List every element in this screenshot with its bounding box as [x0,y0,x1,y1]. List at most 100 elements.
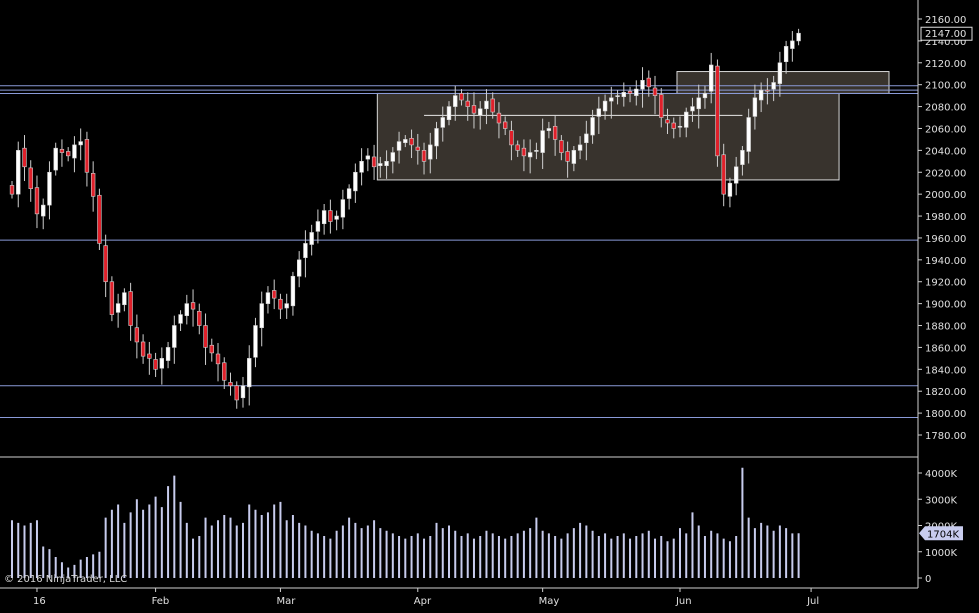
candle-body-up [178,314,183,324]
candle-body-up [534,150,539,152]
candle [733,156,739,196]
candle-body-down [490,98,495,113]
candle [665,108,670,134]
candle-body-down [134,327,140,343]
candle [471,92,477,129]
candle-body-up [253,325,258,358]
candle [659,87,664,128]
candle [296,251,302,288]
candle-body-up [434,128,439,147]
candle [771,75,776,102]
candle-body-up [677,125,683,128]
candle-body-down [646,77,651,88]
candle-body-up [640,80,645,90]
candle-body-down [22,147,27,168]
candle-body-up [527,152,533,158]
candle [509,120,514,161]
candle [78,128,83,161]
candle-body-down [153,359,158,370]
candle [684,107,689,138]
candle [209,338,214,362]
candle-body-up [53,147,58,171]
candle [546,121,552,139]
candle-body-up [315,221,321,232]
candle [440,106,445,142]
price-tick-label: 2160.00 [925,15,966,26]
candle-body-up [771,82,776,90]
candle [609,86,614,119]
candle [28,160,33,202]
candle-body-down [59,148,65,153]
candle-body-down [28,167,33,189]
candle [627,86,633,103]
candle [559,135,564,161]
candle-body-down [371,156,377,168]
candle-body-up [115,303,121,313]
candle [765,78,770,105]
candle-body-up [303,243,308,258]
candle [709,52,714,104]
candle-body-down [627,90,633,94]
candle [103,234,108,298]
candle [515,140,520,157]
candle-body-down [109,281,115,315]
candle-body-up [259,303,264,329]
candle [590,109,595,144]
candle [203,313,208,365]
candle-body-down [328,210,333,222]
candle-body-up [378,163,383,166]
candle [134,314,140,359]
candle [696,84,701,129]
candle [503,116,508,136]
price-tick-label: 1840.00 [925,365,966,376]
candle-body-down [272,290,277,299]
candle [34,175,40,229]
candle-body-up [752,97,758,117]
candle [565,141,570,178]
candle-body-up [727,182,733,197]
candle-body-down [515,144,520,151]
candle [677,116,683,138]
candle-body-up [290,275,296,307]
candle [59,139,65,167]
candle [577,136,583,160]
candle-body-down [222,362,227,381]
candle-body-up [571,150,577,164]
time-tick-label: Feb [152,596,170,607]
candle [328,199,333,234]
candle-body-up [577,144,583,151]
price-tick-label: 1880.00 [925,322,966,333]
candle [384,150,389,179]
candle [215,343,221,382]
last-volume-tag [919,526,963,541]
candle-body-up [159,358,165,369]
candle [284,293,289,319]
candle-body-up [484,100,489,110]
candle-body-up [428,144,433,160]
price-tick-label: 1860.00 [925,343,966,354]
candle [640,67,645,108]
candle-body-up [165,347,171,361]
price-tick-label: 2120.00 [925,59,966,70]
price-tick-label: 1960.00 [925,234,966,245]
candle [428,132,433,174]
candle [552,115,558,156]
candle [178,310,183,331]
candle [796,28,801,46]
time-tick-label: Jul [806,596,819,607]
candle-body-down [203,325,208,348]
candle-body-down [721,154,726,195]
candle-body-down [34,187,40,215]
candle [721,143,726,207]
candle [496,102,502,139]
candle-body-up [634,88,639,96]
volume-tick-label: 1000K [925,548,957,559]
candle-body-down [509,130,514,146]
candle-body-up [602,100,608,112]
candle-body-up [690,106,695,112]
candle-body-up [122,292,127,306]
candle [172,315,177,364]
candle-body-down [209,344,214,354]
candle [702,85,708,109]
